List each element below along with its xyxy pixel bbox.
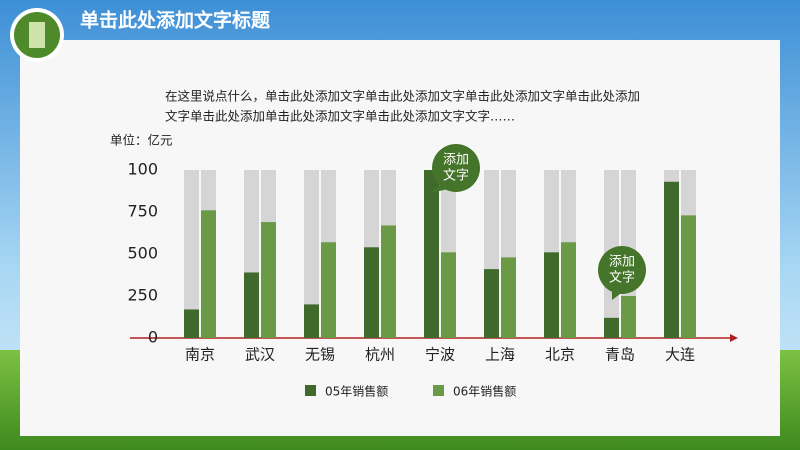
callout-text: 添加: [443, 153, 469, 168]
legend-swatch: [305, 385, 316, 396]
x-tick-label: 北京: [545, 346, 575, 364]
x-tick-label: 南京: [185, 346, 215, 364]
callout: [432, 144, 480, 192]
bar: [424, 170, 439, 338]
bar: [244, 272, 259, 338]
bar: [604, 317, 619, 338]
x-tick-label: 上海: [485, 346, 515, 364]
legend-label: 05年销售额: [325, 384, 388, 399]
bar: [201, 210, 216, 338]
bar: [364, 247, 379, 338]
bar-track: [184, 170, 199, 338]
legend-swatch: [433, 385, 444, 396]
slide-title: 单击此处添加文字标题: [80, 9, 270, 32]
y-tick-label: 750: [127, 202, 158, 221]
x-tick-label: 宁波: [425, 346, 455, 364]
intro-line: 文字单击此处添加单击此处添加文字单击此处添加文字文字……: [165, 109, 515, 124]
bar: [501, 257, 516, 338]
logo-mark: [29, 22, 45, 48]
x-tick-label: 大连: [665, 346, 695, 364]
legend-label: 06年销售额: [453, 384, 516, 399]
callout-text: 添加: [609, 255, 635, 270]
intro-line: 在这里说点什么，单击此处添加文字单击此处添加文字单击此处添加文字单击此处添加: [165, 89, 640, 104]
bar: [261, 222, 276, 338]
x-tick-label: 武汉: [245, 346, 275, 364]
callout-text: 文字: [609, 271, 635, 286]
axis-arrow: [730, 334, 738, 342]
bar: [304, 304, 319, 338]
bar-track: [304, 170, 319, 338]
bar: [561, 242, 576, 338]
y-tick-label: 100: [127, 160, 158, 179]
bar: [484, 269, 499, 338]
bar: [381, 225, 396, 338]
bar: [681, 215, 696, 338]
callout-text: 文字: [443, 169, 469, 184]
y-tick-label: 500: [127, 244, 158, 263]
panel: [20, 40, 780, 436]
unit-label: 单位：亿元: [110, 133, 173, 148]
x-tick-label: 无锡: [305, 346, 335, 364]
bar: [621, 296, 636, 338]
bar: [544, 252, 559, 338]
bar: [184, 309, 199, 338]
bar: [321, 242, 336, 338]
x-tick-label: 杭州: [365, 346, 395, 364]
bar: [664, 181, 679, 338]
y-tick-label: 250: [127, 286, 158, 305]
y-tick-label: 0: [148, 328, 158, 347]
x-tick-label: 青岛: [605, 346, 635, 364]
callout: [598, 246, 646, 294]
bar: [441, 252, 456, 338]
